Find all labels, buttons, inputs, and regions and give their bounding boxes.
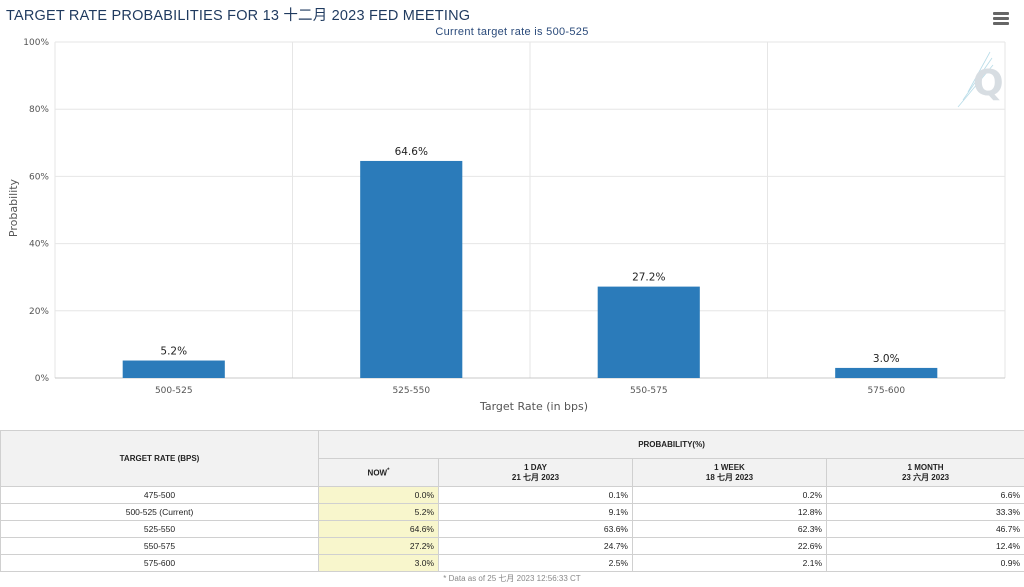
table-row: 525-550 64.6% 63.6% 62.3% 46.7% [0, 520, 1024, 538]
header-1-week-date: 18 七月 2023 [705, 472, 754, 482]
day-cell: 0.1% [438, 486, 633, 504]
header-1-week-label: 1 WEEK [714, 462, 745, 472]
rate-cell: 575-600 [0, 554, 319, 572]
x-tick-label: 575-600 [867, 386, 905, 396]
month-cell: 6.6% [825, 486, 1024, 504]
header-1-month-label: 1 MONTH [907, 462, 944, 472]
header-now-label: NOW [367, 468, 388, 478]
week-cell: 0.2% [632, 486, 827, 504]
header-probability: PROBABILITY(%) [317, 430, 1024, 459]
month-cell: 33.3% [825, 503, 1024, 521]
bar-data-label: 64.6% [395, 146, 428, 158]
header-1-day-date: 21 七月 2023 [511, 472, 560, 482]
rate-cell: 475-500 [0, 486, 319, 504]
y-tick-label: 40% [29, 240, 49, 250]
y-tick-label: 100% [23, 38, 49, 48]
header-now-marker: * [387, 467, 390, 474]
week-cell: 2.1% [632, 554, 827, 572]
day-cell: 9.1% [438, 503, 633, 521]
week-cell: 22.6% [632, 537, 827, 555]
month-cell: 12.4% [825, 537, 1024, 555]
now-cell: 3.0% [318, 554, 439, 572]
day-cell: 63.6% [438, 520, 633, 538]
hamburger-menu-icon[interactable] [993, 12, 1009, 26]
bar-575-600[interactable] [835, 367, 938, 378]
y-tick-label: 60% [29, 172, 49, 182]
q-watermark-logo: Q [957, 51, 1004, 108]
y-axis-title: Probability [7, 178, 20, 237]
bar-data-label: 5.2% [160, 346, 187, 358]
header-now: NOW* [318, 458, 439, 487]
table-row: 550-575 27.2% 24.7% 22.6% 12.4% [0, 537, 1024, 555]
chart-panel: TARGET RATE PROBABILITIES FOR 13 十二月 202… [6, 8, 1009, 413]
y-tick-label: 0% [35, 374, 50, 384]
bar-data-label: 27.2% [632, 272, 665, 284]
now-cell: 0.0% [318, 486, 439, 504]
bar-data-label: 3.0% [873, 353, 900, 365]
day-cell: 2.5% [438, 554, 633, 572]
header-1-month-date: 23 六月 2023 [901, 472, 950, 482]
now-cell: 5.2% [318, 503, 439, 521]
now-cell: 64.6% [318, 520, 439, 538]
header-1-week: 1 WEEK 18 七月 2023 [632, 458, 827, 487]
bar-525-550[interactable] [360, 160, 463, 378]
chart-title: TARGET RATE PROBABILITIES FOR 13 十二月 202… [6, 8, 471, 24]
week-cell: 62.3% [632, 520, 827, 538]
rate-cell: 525-550 [0, 520, 319, 538]
table-row: 500-525 (Current) 5.2% 9.1% 12.8% 33.3% [0, 503, 1024, 521]
header-1-day-label: 1 DAY [524, 462, 547, 472]
probability-table-panel: TARGET RATE (BPS) PROBABILITY(%) NOW* 1 … [0, 430, 1024, 587]
chart-subtitle: Current target rate is 500-525 [435, 26, 589, 38]
week-cell: 12.8% [632, 503, 827, 521]
table-row: 575-600 3.0% 2.5% 2.1% 0.9% [0, 554, 1024, 572]
rate-cell: 500-525 (Current) [0, 503, 319, 521]
header-1-month: 1 MONTH 23 六月 2023 [825, 458, 1024, 487]
x-tick-label: 525-550 [392, 386, 430, 396]
x-tick-label: 500-525 [155, 386, 193, 396]
month-cell: 46.7% [825, 520, 1024, 538]
data-timestamp-footnote: * Data as of 25 七月 2023 12:56:33 CT [443, 574, 581, 583]
x-tick-label: 550-575 [630, 386, 668, 396]
header-1-day: 1 DAY 21 七月 2023 [438, 458, 633, 487]
header-target-rate: TARGET RATE (BPS) [0, 430, 319, 487]
table-row: 475-500 0.0% 0.1% 0.2% 6.6% [0, 486, 1024, 504]
bar-chart: 0% 20% 40% 60% 80% 100% 5.2% 500-525 64.6% 525-55… [7, 38, 1006, 413]
y-tick-label: 20% [29, 307, 49, 317]
bar-500-525[interactable] [122, 360, 225, 378]
month-cell: 0.9% [825, 554, 1024, 572]
svg-text:Q: Q [973, 63, 1004, 104]
now-cell: 27.2% [318, 537, 439, 555]
day-cell: 24.7% [438, 537, 633, 555]
x-axis-title: Target Rate (in bps) [479, 400, 588, 413]
bar-550-575[interactable] [597, 286, 700, 378]
y-tick-label: 80% [29, 105, 49, 115]
probability-table: TARGET RATE (BPS) PROBABILITY(%) NOW* 1 … [0, 430, 1024, 572]
rate-cell: 550-575 [0, 537, 319, 555]
